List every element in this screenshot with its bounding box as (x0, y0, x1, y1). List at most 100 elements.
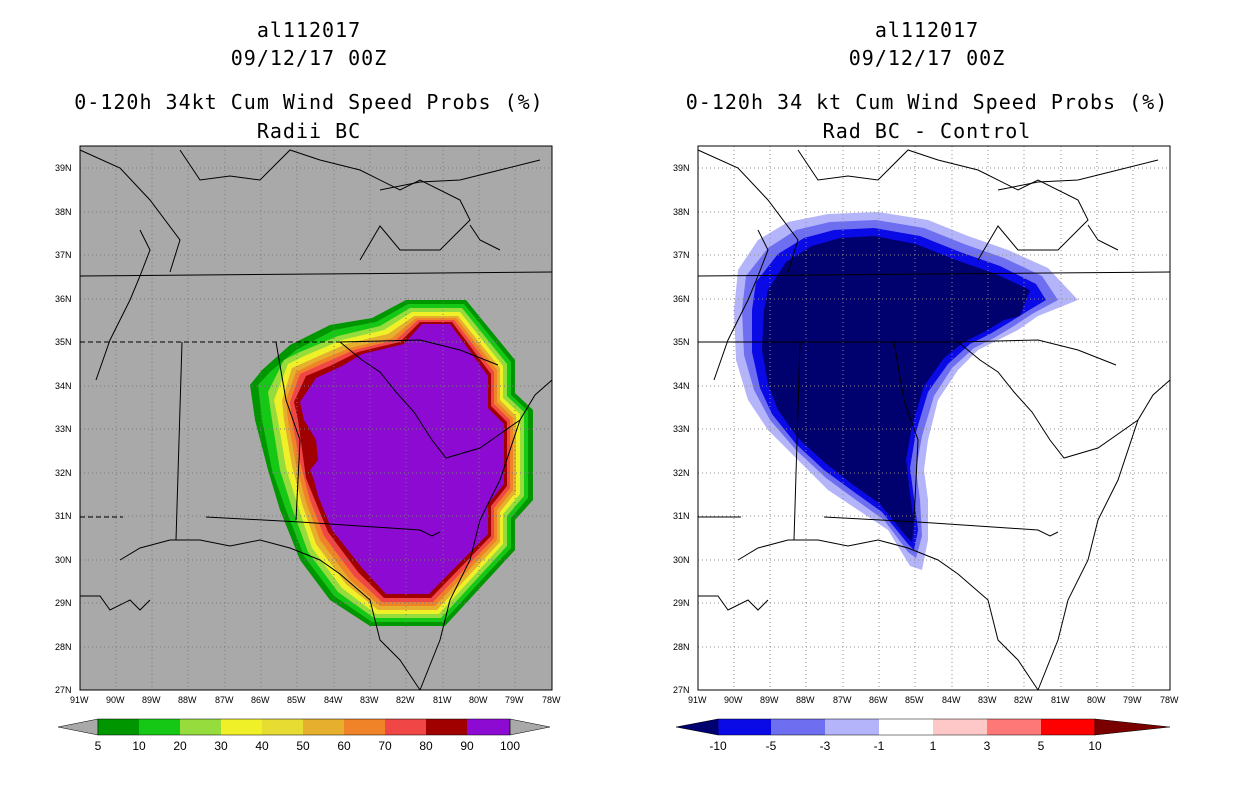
right-colorbar-over-arrow (1094, 718, 1171, 736)
left-title-storm: al112017 (256, 18, 362, 42)
left-colorbar-box-5 (262, 719, 303, 735)
svg-text:82W: 82W (1014, 695, 1033, 705)
right-colorbar-box-1 (718, 719, 771, 735)
right-title-product: 0-120h 34 kt Cum Wind Speed Probs (%) (685, 90, 1169, 114)
right-cb-label: 3 (984, 739, 991, 753)
right-cb-label: -5 (766, 739, 777, 753)
right-title-storm: al112017 (874, 18, 980, 42)
left-colorbar-box-9 (426, 719, 467, 735)
left-colorbar-box-3 (180, 719, 221, 735)
svg-text:78W: 78W (542, 695, 561, 705)
left-cb-label: 100 (500, 739, 520, 753)
right-colorbar-box-2 (771, 719, 825, 735)
svg-text:81W: 81W (1051, 695, 1070, 705)
right-colorbar-box-6 (987, 719, 1041, 735)
left-cb-label: 60 (337, 739, 351, 753)
right-difference-contours (734, 212, 1078, 570)
svg-text:81W: 81W (433, 695, 452, 705)
svg-text:38N: 38N (673, 207, 690, 217)
right-cb-label: 5 (1038, 739, 1045, 753)
right-map: 39N38N37N36N35N34N33N32N31N30N29N28N27N … (673, 145, 1179, 753)
left-cb-label: 5 (95, 739, 102, 753)
left-cb-label: 20 (173, 739, 187, 753)
svg-text:32N: 32N (55, 468, 72, 478)
svg-text:91W: 91W (688, 695, 707, 705)
svg-text:35N: 35N (673, 337, 690, 347)
svg-text:27N: 27N (673, 685, 690, 695)
left-title-sub: Radii BC (256, 119, 362, 143)
left-cb-label: 90 (460, 739, 474, 753)
svg-text:31N: 31N (673, 511, 690, 521)
svg-text:33N: 33N (55, 424, 72, 434)
svg-text:91W: 91W (70, 695, 89, 705)
right-colorbar: -10 -5 -3 -1 1 3 5 10 (675, 718, 1171, 753)
left-title-time: 09/12/17 00Z (230, 46, 388, 70)
left-probability-contours (250, 300, 533, 626)
svg-text:29N: 29N (673, 598, 690, 608)
left-colorbar-box-7 (344, 719, 385, 735)
svg-text:39N: 39N (55, 163, 72, 173)
svg-text:88W: 88W (178, 695, 197, 705)
left-colorbar-box-2 (139, 719, 180, 735)
svg-text:86W: 86W (869, 695, 888, 705)
left-colorbar: 5 10 20 30 40 50 60 70 80 90 100 (57, 718, 551, 753)
left-cb-label: 80 (419, 739, 433, 753)
svg-text:31N: 31N (55, 511, 72, 521)
right-panel: al112017 09/12/17 00Z 0-120h 34 kt Cum W… (618, 0, 1236, 800)
svg-text:34N: 34N (673, 381, 690, 391)
svg-text:36N: 36N (673, 294, 690, 304)
svg-text:34N: 34N (55, 381, 72, 391)
svg-text:79W: 79W (1123, 695, 1142, 705)
left-panel: al112017 09/12/17 00Z 0-120h 34kt Cum Wi… (55, 18, 561, 753)
left-grid (80, 146, 552, 690)
svg-text:39N: 39N (673, 163, 690, 173)
right-colorbar-under-arrow (675, 718, 719, 736)
svg-text:83W: 83W (360, 695, 379, 705)
svg-text:88W: 88W (796, 695, 815, 705)
svg-text:87W: 87W (215, 695, 234, 705)
svg-text:28N: 28N (673, 642, 690, 652)
contour-100 (300, 324, 504, 594)
svg-text:80W: 80W (469, 695, 488, 705)
left-map: 39N38N37N36N35N34N33N32N31N30N29N28N27N … (55, 145, 561, 753)
svg-text:89W: 89W (760, 695, 779, 705)
right-colorbar-box-4 (879, 719, 933, 735)
left-cb-label: 40 (255, 739, 269, 753)
svg-text:27N: 27N (55, 685, 72, 695)
svg-text:37N: 37N (55, 250, 72, 260)
right-title-time: 09/12/17 00Z (848, 46, 1006, 70)
left-cb-label: 10 (132, 739, 146, 753)
left-title-product: 0-120h 34kt Cum Wind Speed Probs (%) (74, 90, 544, 114)
left-colorbar-over-arrow (509, 718, 551, 736)
svg-text:84W: 84W (324, 695, 343, 705)
svg-text:90W: 90W (724, 695, 743, 705)
svg-text:85W: 85W (287, 695, 306, 705)
left-colorbar-under-arrow (57, 718, 99, 736)
svg-text:85W: 85W (905, 695, 924, 705)
svg-text:28N: 28N (55, 642, 72, 652)
svg-text:79W: 79W (505, 695, 524, 705)
svg-text:82W: 82W (396, 695, 415, 705)
svg-text:36N: 36N (55, 294, 72, 304)
svg-text:90W: 90W (106, 695, 125, 705)
right-lon-axis: 91W 90W 89W 88W 87W 86W 85W 84W 83W 82W 81W 80W 79W 7… (688, 695, 1179, 705)
right-map-frame (697, 145, 1171, 691)
svg-text:84W: 84W (942, 695, 961, 705)
left-lat-axis: 39N 38N 37N 36N 35N 34N 33N 32N 31N 30N 29N 28N 27N (55, 163, 72, 695)
left-cb-label: 50 (296, 739, 310, 753)
left-colorbar-box-6 (303, 719, 344, 735)
right-colorbar-box-7 (1041, 719, 1095, 735)
svg-text:86W: 86W (251, 695, 270, 705)
svg-text:37N: 37N (673, 250, 690, 260)
svg-text:89W: 89W (142, 695, 161, 705)
right-lat-axis: 39N 38N 37N 36N 35N 34N 33N 32N 31N 30N 29N 28N 27N (673, 163, 690, 695)
svg-text:30N: 30N (673, 555, 690, 565)
left-colorbar-box-8 (385, 719, 426, 735)
svg-text:32N: 32N (673, 468, 690, 478)
right-cb-label: -3 (820, 739, 831, 753)
svg-text:35N: 35N (55, 337, 72, 347)
right-cb-label: 1 (930, 739, 937, 753)
left-state-borders (79, 149, 553, 691)
right-state-borders (697, 149, 1171, 691)
svg-text:83W: 83W (978, 695, 997, 705)
